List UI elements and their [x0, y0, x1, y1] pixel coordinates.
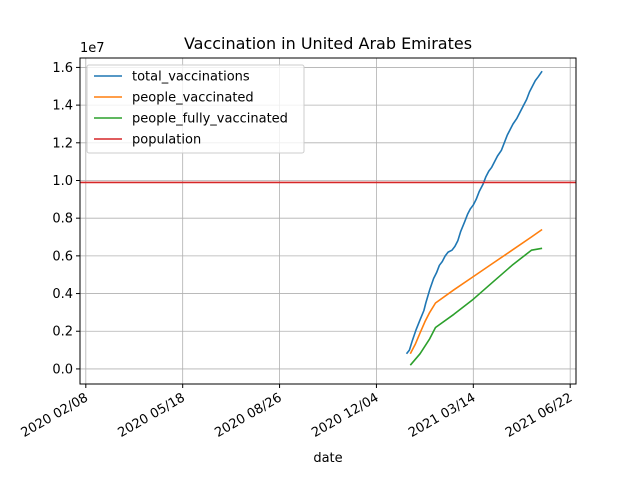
y-ticks: 0.0 0.2 0.4 0.6 0.8 1.0 1.2 1.4 1.6	[52, 61, 80, 377]
y-tick-label: 0.8	[52, 212, 73, 227]
series-line-people-fully-vaccinated	[409, 247, 543, 366]
y-tick-label: 0.4	[52, 287, 73, 302]
plot-frame	[79, 57, 577, 385]
x-axis-label: date	[313, 451, 342, 466]
y-tick-label: 1.2	[52, 136, 73, 151]
legend: total_vaccinations people_vaccinatedpeopl…	[86, 64, 305, 154]
y-tick-label: 0.6	[52, 249, 73, 264]
chart-title: Vaccination in United Arab Emirates	[184, 34, 472, 53]
y-tick-label: 0.0	[52, 362, 73, 377]
legend-entry-label: people_vaccinated	[132, 91, 254, 106]
legend-entry-label: total_vaccinations	[132, 70, 250, 85]
y-tick-label: 1.6	[52, 61, 73, 76]
legend-entry-label: population	[132, 133, 201, 148]
series-line-people-vaccinated	[409, 228, 543, 355]
legend-box	[86, 64, 305, 154]
y-scale-label: 1e7	[80, 41, 105, 56]
series-line-total-vaccinations	[405, 70, 543, 355]
series-lines	[80, 70, 576, 366]
legend-entry-label: people_fully_vaccinated	[132, 112, 288, 127]
y-tick-label: 1.4	[52, 99, 73, 114]
y-tick-label: 1.0	[52, 174, 73, 189]
y-tick-label: 0.2	[52, 325, 73, 340]
